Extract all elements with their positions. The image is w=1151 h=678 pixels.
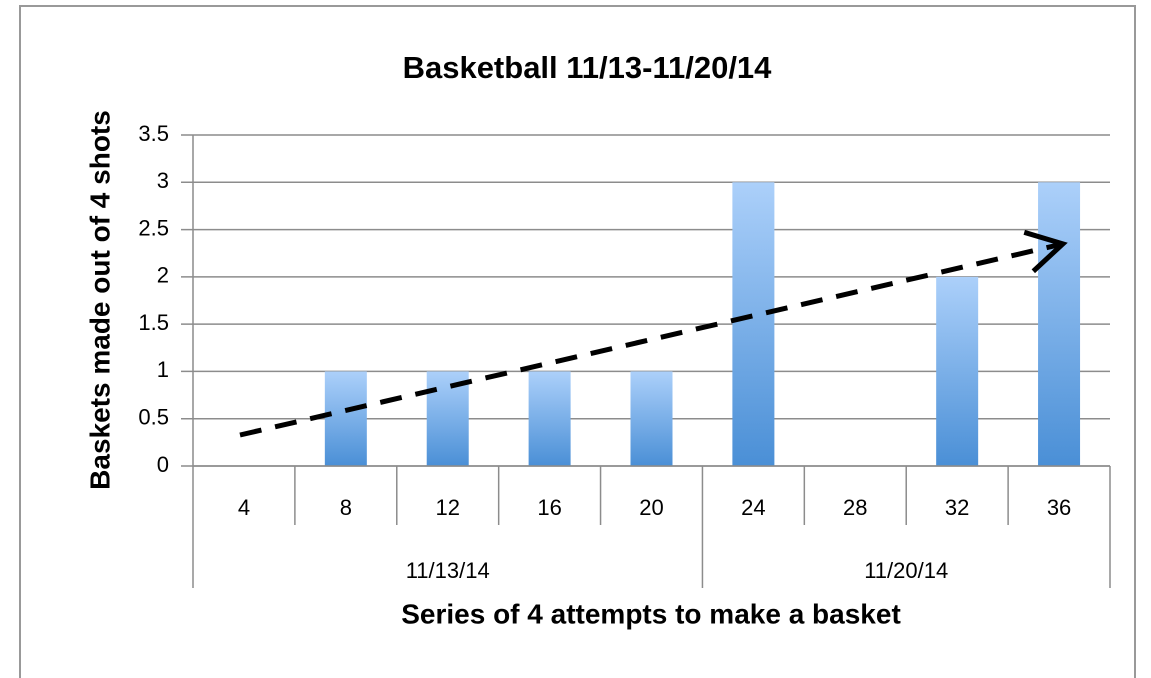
x-tick-label: 24 [741,495,765,520]
x-tick-label: 36 [1047,495,1071,520]
y-tick-label: 1.5 [138,310,169,335]
bar [324,371,367,466]
x-tick-label: 20 [639,495,663,520]
y-axis-title: Baskets made out of 4 shots [84,110,115,490]
bar [630,371,673,466]
y-tick-label: 0.5 [138,405,169,430]
chart-border [19,5,1136,678]
bar [426,371,469,466]
x-axis-title: Series of 4 attempts to make a basket [401,598,901,629]
y-tick-label: 3 [157,168,169,193]
x-tick-label: 12 [435,495,459,520]
y-tick-label: 2 [157,263,169,288]
x-tick-label: 8 [340,495,352,520]
trend-arrow [239,229,1068,438]
y-tick-label: 2.5 [138,215,169,240]
bar [936,276,979,466]
x-tick-label: 4 [238,495,250,520]
x-tick-label: 28 [843,495,867,520]
plot: 0 0.5 1 1.5 2 2.5 3 3.5 4 8 12 16 20 11/13/14 24 28 32 36… [138,121,1111,588]
y-tick-label: 1 [157,357,169,382]
x-tick-label: 16 [537,495,561,520]
y-tick-label: 3.5 [138,121,169,146]
y-tick-label: 0 [157,452,169,477]
bar [1038,182,1081,467]
bar [528,371,571,466]
group-label: 11/20/14 [864,558,948,583]
x-tick-label: 32 [945,495,969,520]
bar [732,182,775,467]
group-label: 11/13/14 [406,558,490,583]
chart-title: Basketball 11/13-11/20/14 [403,50,773,85]
